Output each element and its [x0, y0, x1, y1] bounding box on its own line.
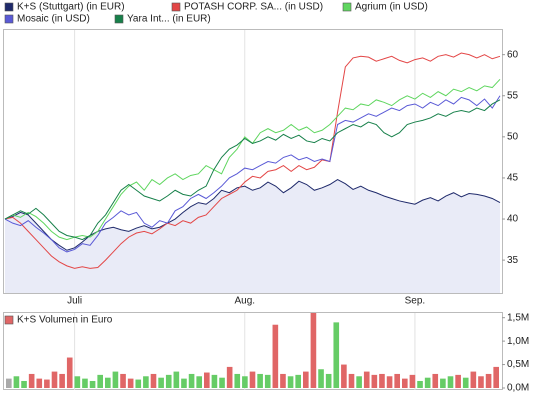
- bar: [310, 313, 317, 388]
- bar: [462, 377, 469, 388]
- bar: [188, 373, 195, 388]
- bar: [51, 371, 58, 388]
- line: [4, 95, 501, 253]
- bar: [318, 369, 324, 388]
- y-tick-label: 50: [507, 131, 519, 142]
- legend-label: Mosaic (in USD): [17, 14, 90, 25]
- bar: [295, 374, 301, 388]
- plot-frame: [3, 29, 503, 294]
- bar: [287, 376, 294, 388]
- bar: [28, 373, 35, 388]
- bar: [226, 366, 233, 388]
- bar: [234, 373, 241, 388]
- bar: [402, 378, 408, 388]
- bar: [127, 378, 134, 388]
- bar: [242, 376, 248, 388]
- line: [4, 52, 501, 269]
- bar: [356, 376, 362, 388]
- line: [4, 179, 501, 251]
- y-tick-label: 0,0M: [507, 383, 529, 394]
- bar: [379, 373, 385, 388]
- bar: [341, 364, 347, 388]
- legend-swatch: [342, 2, 352, 12]
- volume-frame: [3, 312, 503, 390]
- bar: [158, 377, 164, 388]
- bar: [66, 357, 73, 388]
- bar: [478, 376, 484, 388]
- bar: [181, 378, 187, 388]
- y-tick-label: 1,5M: [507, 312, 529, 323]
- y-tick-label: 0,5M: [507, 359, 529, 370]
- bar: [219, 377, 225, 388]
- bar: [105, 377, 111, 388]
- y-tick-label: 55: [507, 90, 519, 101]
- bar: [394, 373, 400, 388]
- bar: [120, 373, 126, 388]
- legend-label: K+S (Stuttgart) (in EUR): [17, 2, 125, 13]
- bar: [432, 373, 439, 388]
- bar: [135, 379, 142, 388]
- bar: [386, 376, 393, 388]
- y-tick-label: 1,0M: [507, 336, 529, 347]
- y-tick-label: 40: [507, 214, 519, 225]
- legend-label: Agrium (in USD): [355, 2, 428, 13]
- legend-swatch: [171, 2, 181, 12]
- bar: [264, 374, 271, 388]
- y-tick-label: 60: [507, 49, 519, 60]
- bar: [143, 376, 149, 388]
- y-tick-label: 45: [507, 173, 519, 184]
- bar: [173, 371, 180, 388]
- bar: [204, 372, 210, 388]
- bar: [455, 374, 461, 388]
- bar: [13, 376, 20, 388]
- legend-swatch: [114, 14, 124, 24]
- bar: [409, 374, 416, 388]
- bar: [348, 373, 355, 388]
- bar: [363, 371, 370, 388]
- y-tick-label: 35: [507, 255, 519, 266]
- bar: [82, 378, 88, 388]
- bar: [493, 366, 499, 388]
- bar: [97, 374, 103, 388]
- bar: [371, 374, 378, 388]
- legend-swatch: [4, 14, 14, 24]
- bar: [196, 376, 202, 388]
- line: [4, 99, 501, 241]
- legend-label: POTASH CORP. SA... (in USD): [184, 2, 323, 13]
- bar: [424, 377, 431, 388]
- bar: [112, 371, 119, 388]
- area: [5, 179, 500, 293]
- bar: [417, 380, 423, 388]
- bar: [21, 380, 27, 388]
- legend-label: Yara Int... (in EUR): [127, 14, 211, 25]
- x-tick-label: Aug.: [234, 296, 255, 307]
- x-tick-label: Juli: [67, 296, 82, 307]
- bar: [303, 371, 309, 388]
- legend-swatch: [4, 2, 14, 12]
- bar: [272, 324, 279, 388]
- bar: [333, 322, 340, 388]
- bar: [150, 373, 157, 388]
- bar: [447, 376, 454, 388]
- x-tick-label: Sep.: [405, 296, 426, 307]
- legend-swatch: [4, 315, 14, 325]
- bar: [36, 378, 43, 388]
- bar: [89, 380, 96, 388]
- bar: [165, 374, 172, 388]
- bar: [59, 373, 65, 388]
- bar: [440, 378, 446, 388]
- bar: [44, 379, 50, 388]
- bar: [470, 371, 477, 388]
- bar: [325, 373, 332, 388]
- bar: [257, 373, 263, 388]
- bar: [74, 376, 81, 388]
- bar: [280, 373, 286, 388]
- bar: [6, 378, 12, 388]
- bar: [249, 371, 256, 388]
- bar: [485, 373, 492, 388]
- legend-label: K+S Volumen in Euro: [17, 315, 113, 326]
- bar: [211, 374, 218, 388]
